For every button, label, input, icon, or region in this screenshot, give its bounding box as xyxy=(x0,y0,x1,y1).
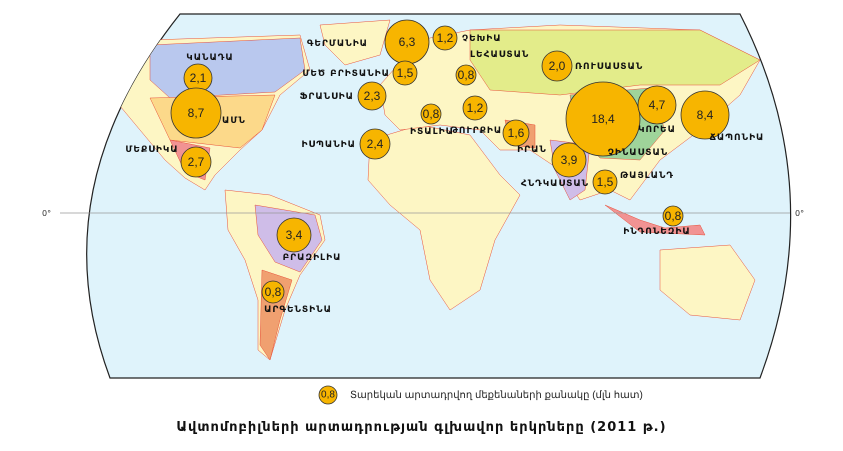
production-value: 0,8 xyxy=(423,107,440,121)
country-label: ԿՈՐԵԱ xyxy=(638,125,676,135)
country-label: ԱՐԳԵՆՏԻՆԱ xyxy=(264,305,332,315)
production-value: 1,5 xyxy=(397,66,414,80)
production-circle xyxy=(180,146,212,178)
production-value: 18,4 xyxy=(591,112,615,126)
country-label: ԱՄՆ xyxy=(222,116,246,126)
country-label: ԻՆԴՈՆԵԶԻԱ xyxy=(623,227,691,237)
production-circle xyxy=(170,87,222,139)
legend-text: Տարեկան արտադրվող մեքենաների քանակը (մլն… xyxy=(350,390,643,401)
production-circle xyxy=(680,90,730,140)
country-label: ԻՏԱԼԻԱ xyxy=(410,127,454,137)
production-value: 3,4 xyxy=(286,228,303,242)
country-label: ԻՐԱՆ xyxy=(517,145,547,155)
production-circle xyxy=(502,119,530,147)
production-value: 2,0 xyxy=(549,59,566,73)
production-circle xyxy=(420,103,442,125)
production-value: 1,2 xyxy=(467,101,484,115)
land-greenland xyxy=(319,19,391,66)
legend: 0,8 Տարեկան արտադրվող մեքենաների քանակը … xyxy=(318,385,643,405)
country-label: ԼԵՀԱՍՏԱՆ xyxy=(470,50,529,60)
production-value: 8,7 xyxy=(188,106,205,120)
legend-sample-circle xyxy=(318,385,338,405)
country-label: ՃԱՊՈՆԻԱ xyxy=(710,133,765,143)
country-label: ԻՍՊԱՆԻԱ xyxy=(302,140,356,150)
production-circle xyxy=(637,85,677,125)
production-circle xyxy=(432,25,458,51)
production-value: 4,7 xyxy=(649,98,666,112)
country-label: ՄԵԾ ԲՐԻՏԱՆԻԱ xyxy=(302,69,390,79)
production-circle xyxy=(455,64,477,86)
production-circle xyxy=(541,50,573,82)
land-indonesia xyxy=(604,204,706,236)
production-value: 1,6 xyxy=(508,126,525,140)
production-value: 8,4 xyxy=(697,108,714,122)
production-circle xyxy=(276,217,312,253)
country-label: ՌՈՒՍԱՍՏԱՆ xyxy=(575,62,643,72)
land-africa xyxy=(367,124,521,311)
production-value: 0,8 xyxy=(458,68,475,82)
production-circle xyxy=(551,142,587,178)
production-value: 2,3 xyxy=(364,89,381,103)
production-value: 6,3 xyxy=(399,35,416,49)
production-value: 1,5 xyxy=(597,175,614,189)
production-circle xyxy=(462,95,488,121)
production-value: 2,7 xyxy=(188,155,205,169)
map-title: Ավտոմոբիլների արտադրության գլխավոր երկրն… xyxy=(176,420,667,435)
production-value: 1,2 xyxy=(437,31,454,45)
country-label: ՀՆԴԿԱՍՏԱՆ xyxy=(521,179,589,189)
production-circle xyxy=(261,280,285,304)
production-value: 2,1 xyxy=(190,71,207,85)
country-label: ԳԵՐՄԱՆԻԱ xyxy=(307,39,368,49)
production-value: 0,8 xyxy=(265,285,282,299)
production-value: 2,4 xyxy=(367,137,384,151)
country-label: ԹՈՒՐՔԻԱ xyxy=(450,126,502,136)
production-circle xyxy=(662,205,684,227)
legend-sample-value: 0,8 xyxy=(321,390,335,401)
country-label: ՉԵԽԻԱ xyxy=(462,34,502,44)
country-label: ԹԱՅԼԱՆԴ xyxy=(620,171,674,181)
country-label: ԿԱՆԱԴԱ xyxy=(186,53,233,63)
production-circle xyxy=(592,169,618,195)
land-russia xyxy=(469,29,761,96)
production-value: 0,8 xyxy=(665,209,682,223)
equator-label-left: 0° xyxy=(42,209,51,218)
equator-label-right: 0° xyxy=(795,209,804,218)
country-label: ՉԻՆԱՍՏԱՆ xyxy=(608,148,668,158)
country-label: ԲՐԱԶԻԼԻԱ xyxy=(283,253,342,263)
production-value: 3,9 xyxy=(561,153,578,167)
production-circle xyxy=(359,128,391,160)
production-circle xyxy=(357,81,387,111)
production-circle xyxy=(565,81,641,157)
country-label: ՄԵՔՍԻԿԱ xyxy=(125,145,178,155)
production-circle xyxy=(392,60,418,86)
land-australia xyxy=(659,244,756,321)
country-label: ՖՐԱՆՍԻԱ xyxy=(300,92,354,102)
